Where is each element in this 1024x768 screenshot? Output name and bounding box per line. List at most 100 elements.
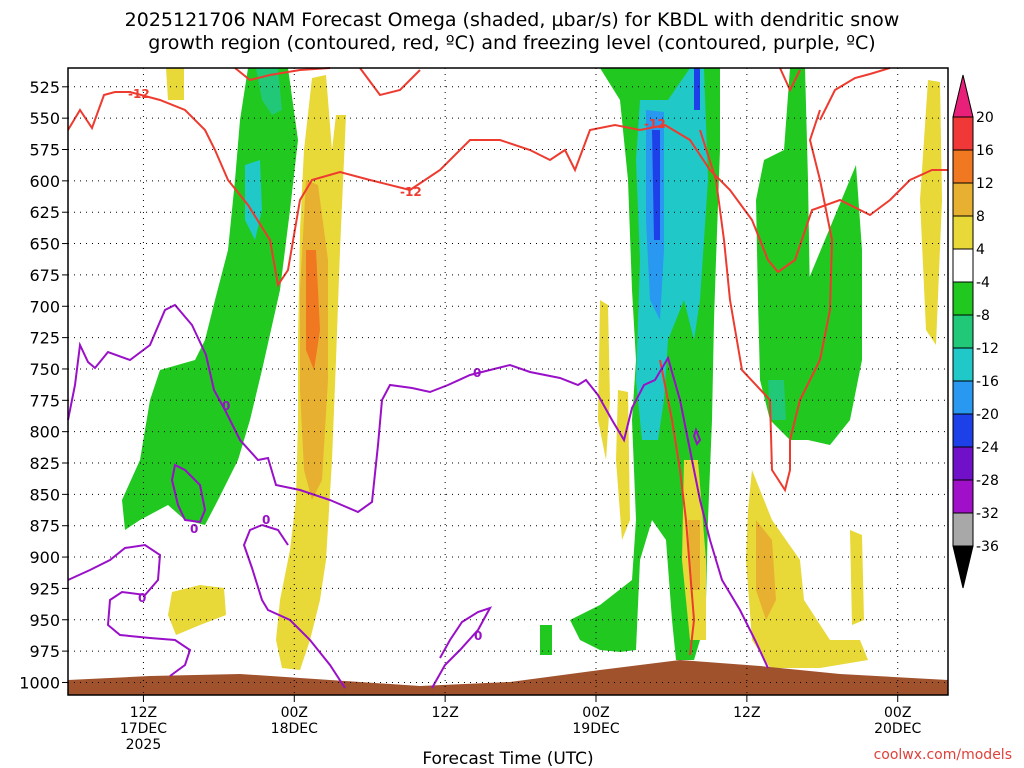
y-tick-label: 700 bbox=[29, 297, 60, 316]
x-tick-label: 12Z bbox=[733, 705, 760, 721]
y-tick-label: 800 bbox=[29, 423, 60, 442]
terrain bbox=[68, 660, 948, 695]
purple-contour-label-4: 0 bbox=[138, 591, 146, 605]
colorbar-label: 20 bbox=[976, 110, 994, 126]
red-contour-top3 bbox=[779, 67, 801, 93]
grid-lines bbox=[68, 68, 948, 695]
colorbar-bin bbox=[952, 182, 974, 217]
y-tick-label: 575 bbox=[29, 141, 60, 160]
purple-contour-loop1 bbox=[170, 463, 207, 524]
omega-region-green-far bbox=[756, 68, 810, 440]
plot-area: -12 -12 -12 0 0 0 0 0 0 525 550 575 600 625 6… bbox=[19, 67, 949, 753]
x-tick-label: 17DEC bbox=[120, 721, 167, 737]
colorbar-label: -20 bbox=[976, 407, 999, 423]
credit-text: coolwx.com/models bbox=[874, 747, 1012, 763]
red-contour-label-3: -12 bbox=[644, 117, 666, 131]
colorbar-label: -4 bbox=[976, 275, 990, 291]
purple-contour-bottom bbox=[431, 606, 493, 689]
y-tick-label: 950 bbox=[29, 611, 60, 630]
y-tick-label: 900 bbox=[29, 548, 60, 567]
omega-region-yellow-right-d bbox=[746, 470, 868, 668]
purple-contour-label-3: 0 bbox=[262, 513, 270, 527]
colorbar-label: -8 bbox=[976, 308, 990, 324]
x-tick-label: 18DEC bbox=[271, 721, 318, 737]
y-tick-label: 725 bbox=[29, 329, 60, 348]
y-tick-label: 525 bbox=[29, 78, 60, 97]
purple-contour-label-6: 0 bbox=[473, 366, 481, 380]
y-tick-label: 925 bbox=[29, 579, 60, 598]
red-contours bbox=[67, 67, 948, 656]
colorbar-bin bbox=[952, 116, 974, 151]
y-tick-label: 650 bbox=[29, 235, 60, 254]
x-tick-label: 12Z bbox=[431, 705, 458, 721]
omega-region-amber-right-d bbox=[756, 520, 776, 620]
y-tick-label: 850 bbox=[29, 485, 60, 504]
red-contour-upper bbox=[67, 91, 948, 288]
purple-contour-loop2 bbox=[67, 543, 192, 677]
omega-region-yellow-right-a bbox=[598, 300, 610, 460]
colorbar-label: -36 bbox=[976, 539, 999, 555]
colorbar-bin bbox=[952, 380, 974, 415]
y-tick-label: 1000 bbox=[19, 673, 60, 692]
colorbar: 20 16 12 8 4 -4 -8 -12 -16 -20 -24 -28 -32 -36 bbox=[952, 74, 999, 589]
x-tick-label: 12Z bbox=[130, 705, 157, 721]
omega-shading bbox=[122, 68, 942, 670]
omega-region-green-speck-left bbox=[540, 625, 552, 655]
colorbar-bottom-arrow bbox=[952, 545, 974, 589]
x-tick-label: 00Z bbox=[884, 705, 911, 721]
x-axis-title: Forecast Time (UTC) bbox=[422, 749, 593, 768]
purple-contour-loop4 bbox=[261, 524, 289, 546]
colorbar-top-arrow bbox=[952, 74, 974, 118]
omega-region-yellow-right-e bbox=[850, 530, 864, 625]
colorbar-label: -12 bbox=[976, 341, 999, 357]
colorbar-bin bbox=[952, 479, 974, 514]
colorbar-bin bbox=[952, 149, 974, 184]
red-contour-label-2: -12 bbox=[400, 185, 422, 199]
colorbar-label: -24 bbox=[976, 440, 999, 456]
colorbar-bin bbox=[952, 314, 974, 349]
y-tick-label: 625 bbox=[29, 203, 60, 222]
purple-contour-loop3 bbox=[242, 524, 346, 689]
colorbar-label: -16 bbox=[976, 374, 999, 390]
omega-region-teal-left bbox=[256, 68, 282, 115]
colorbar-label: 12 bbox=[976, 176, 994, 192]
red-contour-label-1: -12 bbox=[128, 87, 150, 101]
omega-region-yellow-far-right bbox=[920, 80, 942, 345]
omega-region-yellow-small bbox=[168, 585, 226, 635]
colorbar-bin bbox=[952, 446, 974, 481]
omega-region-yellow-top bbox=[166, 68, 184, 100]
y-tick-label: 775 bbox=[29, 391, 60, 410]
colorbar-label: 4 bbox=[976, 242, 985, 258]
purple-contour-label-1: 0 bbox=[222, 399, 230, 413]
y-tick-label: 975 bbox=[29, 642, 60, 661]
x-tick-label: 19DEC bbox=[572, 721, 619, 737]
colorbar-label: 8 bbox=[976, 209, 985, 225]
x-tick-label: 2025 bbox=[126, 737, 162, 753]
colorbar-label: -32 bbox=[976, 506, 999, 522]
omega-region-teal-far bbox=[768, 380, 786, 420]
red-contour-right bbox=[819, 67, 891, 121]
colorbar-bin bbox=[952, 512, 974, 547]
chart-title-line2: growth region (contoured, red, ºC) and f… bbox=[148, 32, 875, 54]
colorbar-label: 16 bbox=[976, 143, 994, 159]
colorbar-bin bbox=[952, 347, 974, 382]
y-tick-label: 550 bbox=[29, 109, 60, 128]
y-axis-ticks: 525 550 575 600 625 650 675 700 725 750 775 800 825 8… bbox=[19, 78, 68, 692]
red-contour-center bbox=[659, 109, 834, 656]
omega-region-blue-streak bbox=[694, 68, 700, 110]
colorbar-bin bbox=[952, 281, 974, 316]
y-tick-label: 600 bbox=[29, 172, 60, 191]
y-tick-label: 875 bbox=[29, 517, 60, 536]
omega-region-blue-right bbox=[652, 130, 660, 240]
plot-frame bbox=[67, 67, 949, 696]
purple-contours bbox=[67, 303, 769, 689]
purple-contour-small bbox=[692, 427, 702, 447]
x-tick-label: 20DEC bbox=[874, 721, 921, 737]
y-tick-label: 675 bbox=[29, 266, 60, 285]
colorbar-bin bbox=[952, 248, 974, 283]
x-tick-label: 00Z bbox=[582, 705, 609, 721]
colorbar-bin bbox=[952, 413, 974, 448]
omega-region-orange-column bbox=[306, 250, 320, 370]
